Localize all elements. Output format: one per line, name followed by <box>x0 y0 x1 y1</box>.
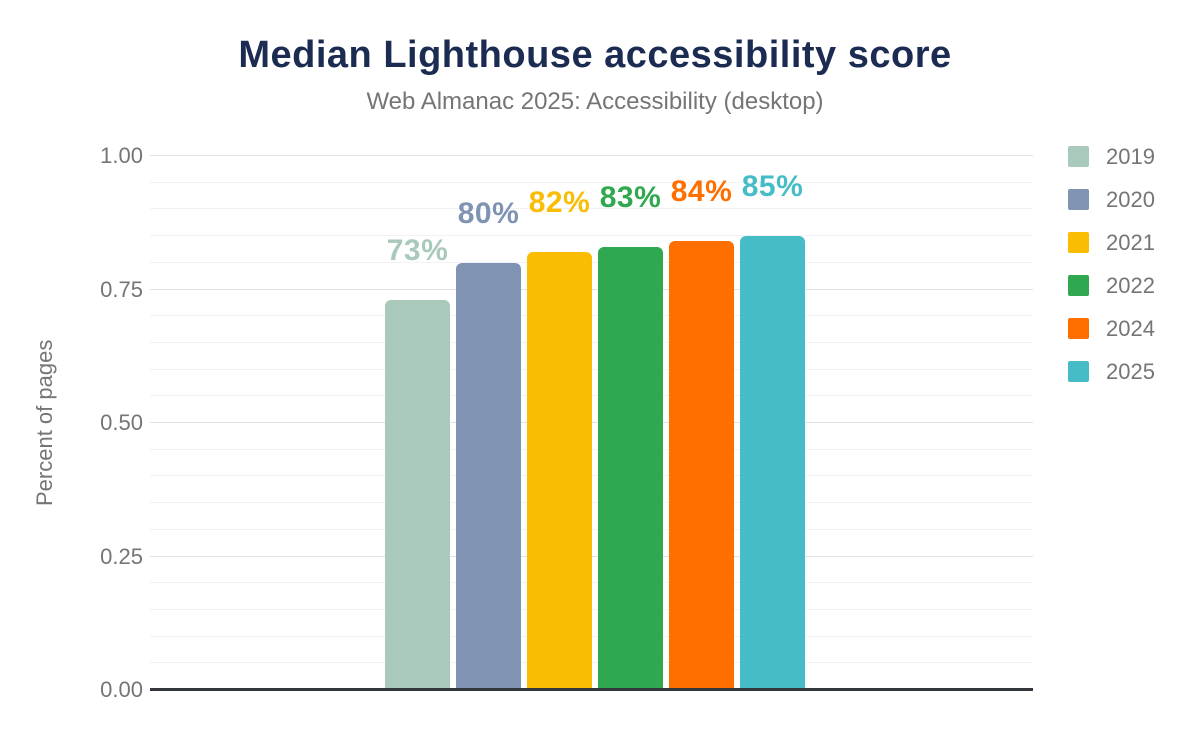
chart-title: Median Lighthouse accessibility score <box>238 34 952 76</box>
bar-2022 <box>598 246 663 690</box>
legend-item-2021: 2021 <box>1068 230 1155 255</box>
bar-value-label-2021: 82% <box>528 186 591 220</box>
bar-2021 <box>527 252 592 690</box>
legend-label: 2019 <box>1106 144 1155 169</box>
legend-swatch-icon <box>1068 146 1089 167</box>
legend-swatch-icon <box>1068 189 1089 210</box>
legend-swatch-icon <box>1068 232 1089 253</box>
y-tick-label: 1.00 <box>100 143 143 168</box>
bar-value-label-2024: 84% <box>670 175 733 209</box>
y-tick-label: 0.25 <box>100 543 143 569</box>
plot-area: 73% 80% 82% 83% 84% 85% <box>150 155 1033 691</box>
legend-label: 2020 <box>1106 187 1155 212</box>
gridline <box>150 235 1033 237</box>
legend-label: 2025 <box>1106 359 1155 384</box>
bar-value-label-2025: 85% <box>741 170 804 204</box>
legend-swatch-icon <box>1068 318 1089 339</box>
gridline <box>150 181 1033 183</box>
gridline <box>150 208 1033 210</box>
y-tick-label: 0.50 <box>100 410 143 435</box>
bar-2025 <box>740 236 805 690</box>
y-tick-label: 0.00 <box>100 677 143 702</box>
y-tick-label: 0.75 <box>100 276 143 302</box>
legend-item-2025: 2025 <box>1068 359 1155 384</box>
legend-label: 2024 <box>1106 316 1155 341</box>
bar-2024 <box>669 241 734 690</box>
x-axis-line <box>150 688 1033 691</box>
chart-subtitle: Web Almanac 2025: Accessibility (desktop… <box>366 88 824 115</box>
bar-2019 <box>385 300 450 690</box>
legend-item-2024: 2024 <box>1068 316 1155 341</box>
bar-2020 <box>456 262 521 690</box>
legend-item-2019: 2019 <box>1068 144 1155 169</box>
bar-value-label-2020: 80% <box>457 196 520 230</box>
gridline <box>150 155 1033 156</box>
bar-value-label-2022: 83% <box>599 180 662 214</box>
legend-item-2020: 2020 <box>1068 187 1155 212</box>
legend-label: 2021 <box>1106 230 1155 255</box>
legend-swatch-icon <box>1068 361 1089 382</box>
legend: 2019 2020 2021 2022 2024 2025 <box>1068 146 1155 404</box>
legend-item-2022: 2022 <box>1068 273 1155 298</box>
bar-value-label-2019: 73% <box>386 234 449 268</box>
legend-label: 2022 <box>1106 273 1155 298</box>
legend-swatch-icon <box>1068 275 1089 296</box>
